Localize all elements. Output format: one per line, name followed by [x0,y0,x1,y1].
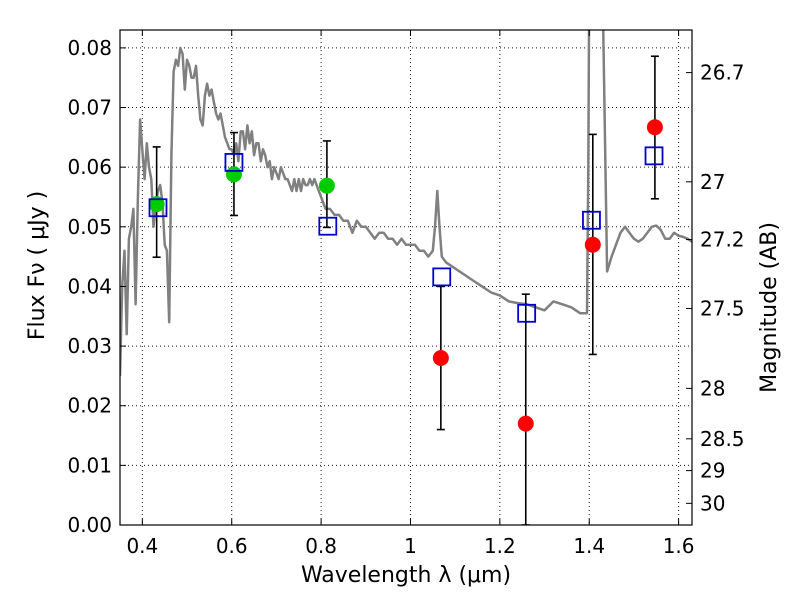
red-data-point [646,119,663,136]
model-square-point [644,146,664,166]
y-tick-label: 0.05 [67,215,112,239]
observed-points [148,119,663,432]
y2-tick-label: 28 [700,376,725,400]
green-data-point [148,196,165,213]
y-tick-label: 0.04 [67,274,112,298]
axis-ticks [120,30,692,526]
y2-tick-label: 27.2 [700,228,745,252]
model-square-point [517,303,537,323]
x-tick-label: 0.6 [216,534,248,558]
y-tick-label: 0.06 [67,155,112,179]
model-square-point [148,198,168,218]
x-axis-label: Wavelength λ (μm) [301,563,511,588]
model-square-point [224,152,244,172]
x-tick-label: 1 [404,534,417,558]
red-data-point [584,236,601,253]
model-square-point [318,216,338,236]
x-tick-label: 1.6 [663,534,695,558]
y2-tick-label: 28.5 [700,427,745,451]
y2-tick-label: 27 [700,170,725,194]
red-data-point [517,415,534,432]
green-data-point [225,166,242,183]
y-tick-label: 0.08 [67,36,112,60]
y2-tick-label: 27.5 [700,296,745,320]
y-tick-label: 0.07 [67,96,112,120]
y2-tick-label: 26.7 [700,61,745,85]
tick-labels: 0.4 0.6 0.8 1 1.2 1.4 1.6 0.00 0.01 0.02 0.03 0.04 0… [67,36,744,558]
y2-tick-label: 29 [700,459,725,483]
plot-frame [119,29,693,526]
x-tick-label: 1.2 [484,534,516,558]
y-tick-label: 0.02 [67,394,112,418]
y-tick-label: 0.00 [67,513,112,537]
x-tick-label: 0.4 [126,534,158,558]
grid [120,30,692,525]
model-square-point [582,210,601,230]
model-spectrum-line [120,30,692,376]
plot-area [120,30,692,525]
green-data-point [318,177,335,194]
model-photometry-points [148,146,664,323]
x-tick-label: 0.8 [305,534,337,558]
y-tick-label: 0.03 [67,334,112,358]
y-tick-label: 0.01 [67,453,112,477]
x-tick-label: 1.4 [573,534,605,558]
red-data-point [432,350,449,367]
y-axis-label: Flux Fν ( μJy ) [25,191,50,340]
error-bars [152,55,659,525]
y2-axis-label: Magnitude (AB) [757,222,782,393]
y2-tick-label: 30 [700,491,725,515]
model-square-point [432,267,452,287]
